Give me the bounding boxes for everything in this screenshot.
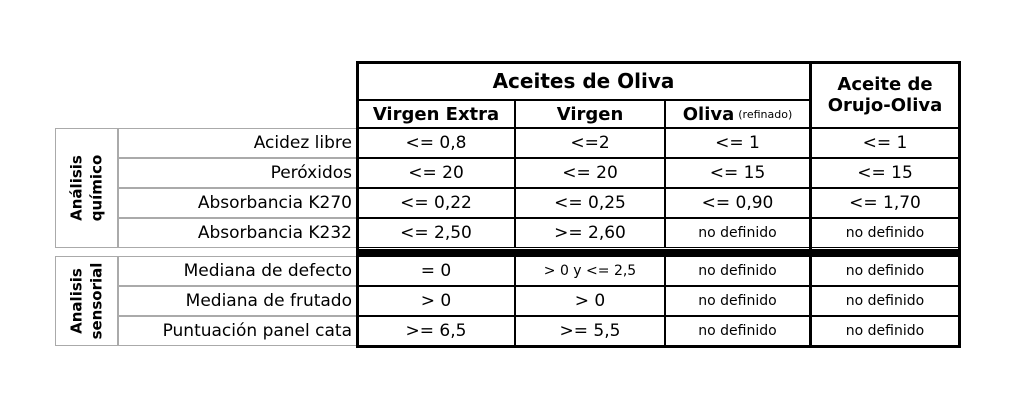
value: = 0 [420,261,452,281]
value: <= 2,50 [400,223,472,243]
section-label-line: químico [87,154,106,222]
border [356,345,961,348]
value-cell: no definido [665,256,810,286]
value: no definido [845,293,925,309]
orujo-label: Orujo-Oliva [827,95,943,116]
row-name: Absorbancia K232 [197,223,352,243]
value-cell: no definido [810,316,960,346]
value: <= 0,8 [405,133,467,153]
section-label-line: Análisis [67,155,86,221]
row-name: Puntuación panel cata [162,321,352,341]
row-label: Absorbancia K270 [118,188,357,218]
row-label: Mediana de frutado [118,286,357,316]
border [809,61,812,348]
value: <= 1,70 [849,193,921,213]
row-label: Absorbancia K232 [118,218,357,248]
section-label-text: Análisis químico [67,155,107,222]
value: <= 0,22 [400,193,472,213]
value-cell: > 0 [515,286,665,316]
border [356,61,359,348]
value-cell: no definido [665,316,810,346]
value: no definido [698,293,777,309]
value-cell: > 0 y <= 2,5 [515,256,665,286]
section-label-text: Analisis sensorial [67,263,107,340]
column-note: (refinado) [738,107,793,121]
value-cell: <= 1 [810,128,960,158]
value-cell: no definido [810,286,960,316]
value-cell: no definido [810,218,960,248]
value-cell: <= 1 [665,128,810,158]
value-cell: <= 0,8 [357,128,515,158]
value: <= 20 [408,163,464,183]
value-cell: no definido [665,286,810,316]
value-cell: <= 0,22 [357,188,515,218]
value-cell: no definido [810,256,960,286]
section-label-line: sensorial [87,262,106,340]
row-name: Acidez libre [253,133,352,153]
value-cell: = 0 [357,256,515,286]
row-label: Acidez libre [118,128,357,158]
value-cell: >= 6,5 [357,316,515,346]
row-label: Peróxidos [118,158,357,188]
value-cell: <= 20 [515,158,665,188]
column-label: Virgen Extra [372,103,500,125]
value: > 0 [574,291,606,311]
column-header: Virgen [515,100,665,128]
section-label: Análisis químico [55,128,118,248]
row-label: Puntuación panel cata [118,316,357,346]
value-cell: <= 20 [357,158,515,188]
value-cell: <= 15 [665,158,810,188]
group-title: Aceites de Oliva [492,69,675,93]
value: > 0 [420,291,452,311]
column-header: Oliva (refinado) [665,100,810,128]
value: no definido [845,263,925,279]
border [356,249,961,256]
value: >= 5,5 [559,321,621,341]
border [958,61,961,348]
value-cell: no definido [665,218,810,248]
value: no definido [698,225,777,241]
value: <= 15 [709,163,766,183]
row-name: Mediana de frutado [185,291,352,311]
border [356,61,961,64]
value-cell: <= 0,90 [665,188,810,218]
orujo-label: Aceite de [837,74,933,95]
column-header: Virgen Extra [357,100,515,128]
value: <= 1 [862,133,908,153]
value: no definido [698,323,777,339]
value-cell: >= 5,5 [515,316,665,346]
value: <=2 [570,133,610,153]
section-label: Analisis sensorial [55,256,118,346]
value: >= 6,5 [405,321,467,341]
border [356,127,961,129]
orujo-header: Aceite de Orujo-Oliva [810,62,960,128]
value: no definido [845,225,925,241]
row-name: Mediana de defecto [183,261,352,281]
row-name: Absorbancia K270 [197,193,352,213]
value-cell: <= 2,50 [357,218,515,248]
value: >= 2,60 [554,223,626,243]
section-label-line: Analisis [67,268,86,334]
value-cell: > 0 [357,286,515,316]
value-cell: <= 1,70 [810,188,960,218]
value: <= 1 [715,133,760,153]
group-header: Aceites de Oliva [357,62,810,100]
value-cell: <= 15 [810,158,960,188]
value: no definido [845,323,925,339]
value: <= 0,90 [701,193,774,213]
value: no definido [698,263,777,279]
row-name: Peróxidos [270,163,352,183]
value: <= 0,25 [554,193,626,213]
value-cell: >= 2,60 [515,218,665,248]
row-label: Mediana de defecto [118,256,357,286]
value: <= 20 [562,163,618,183]
value-cell: <= 0,25 [515,188,665,218]
value-cell: <=2 [515,128,665,158]
value: <= 15 [857,163,913,183]
column-label: Oliva [682,103,735,125]
column-label: Virgen [556,103,624,125]
value: > 0 y <= 2,5 [543,263,637,279]
